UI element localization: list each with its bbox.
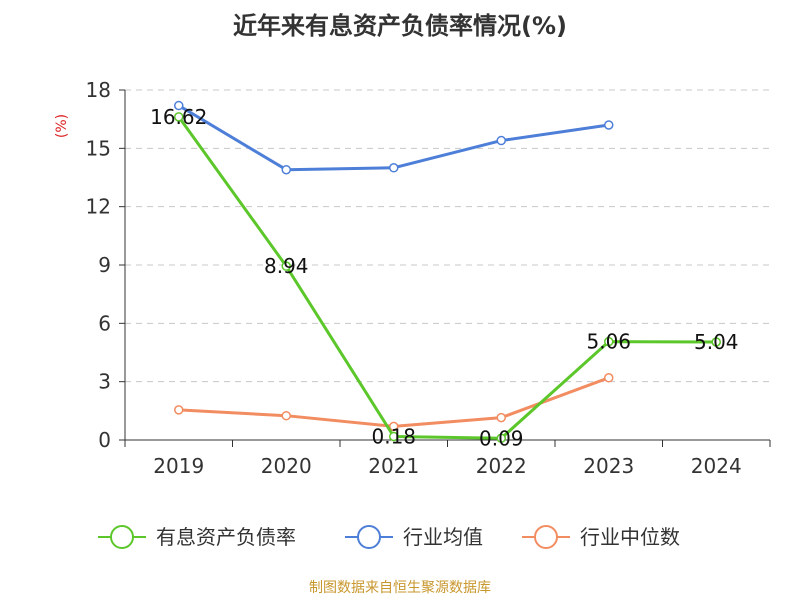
y-tick-label: 0 [98, 428, 111, 452]
data-point [174, 100, 184, 111]
data-label: 5.04 [694, 330, 739, 354]
series-line [177, 115, 717, 440]
series-line [177, 104, 609, 172]
data-label: 0.18 [371, 425, 416, 449]
data-point [281, 164, 291, 175]
data-point [604, 120, 614, 130]
x-tick-label: 2024 [691, 454, 742, 478]
axes: 0 3 6 9 12 15 18 2019 2020 2021 2022 2023 2024 [86, 78, 771, 478]
data-label: 8.94 [264, 254, 309, 278]
legend-label: 行业均值 [403, 525, 483, 549]
data-label: 5.06 [586, 330, 631, 354]
y-tick-label: 6 [98, 311, 111, 335]
data-point [281, 261, 291, 271]
data-point [496, 135, 506, 146]
data-labels: 16.62 8.94 0.18 0.09 5.06 5.04 [150, 105, 738, 450]
legend-marker [534, 525, 558, 549]
data-point [604, 373, 614, 383]
data-point [389, 163, 399, 173]
y-tick-label: 9 [98, 253, 111, 277]
y-tick-label: 12 [86, 195, 111, 219]
legend-item[interactable]: 行业中位数 [522, 525, 680, 549]
x-tick-label: 2021 [368, 454, 419, 478]
y-tick-label: 3 [98, 370, 111, 394]
x-tick-label: 2023 [583, 454, 634, 478]
data-label: 0.09 [479, 426, 524, 450]
data-point [496, 412, 506, 423]
y-tick-label: 18 [86, 78, 111, 102]
x-tick-label: 2019 [153, 454, 204, 478]
grid-lines [125, 89, 770, 383]
source-note: 制图数据来自恒生聚源数据库 [309, 580, 491, 596]
data-point [496, 433, 506, 443]
legend-label: 行业中位数 [580, 525, 680, 549]
y-tick-label: 15 [86, 136, 111, 160]
data-point [174, 405, 184, 415]
data-point [389, 421, 399, 432]
x-tick-label: 2022 [476, 454, 527, 478]
legend-label: 有息资产负债率 [156, 525, 296, 549]
x-tick-label: 2020 [261, 454, 312, 478]
data-point [281, 410, 291, 421]
data-point [174, 112, 184, 122]
legend: 有息资产负债率 行业均值 行业中位数 [98, 525, 680, 549]
data-point [389, 431, 399, 442]
data-point [711, 337, 721, 347]
series-line [178, 376, 610, 428]
legend-marker [357, 525, 381, 549]
data-point [604, 336, 614, 347]
chart-title: 近年来有息资产负债率情况(%) [233, 12, 567, 40]
data-label: 16.62 [150, 105, 207, 129]
series-lines [174, 100, 721, 443]
y-axis-label: (%) [54, 114, 70, 138]
legend-item[interactable]: 行业均值 [345, 525, 483, 549]
legend-marker [110, 525, 134, 549]
legend-item[interactable]: 有息资产负债率 [98, 525, 296, 549]
